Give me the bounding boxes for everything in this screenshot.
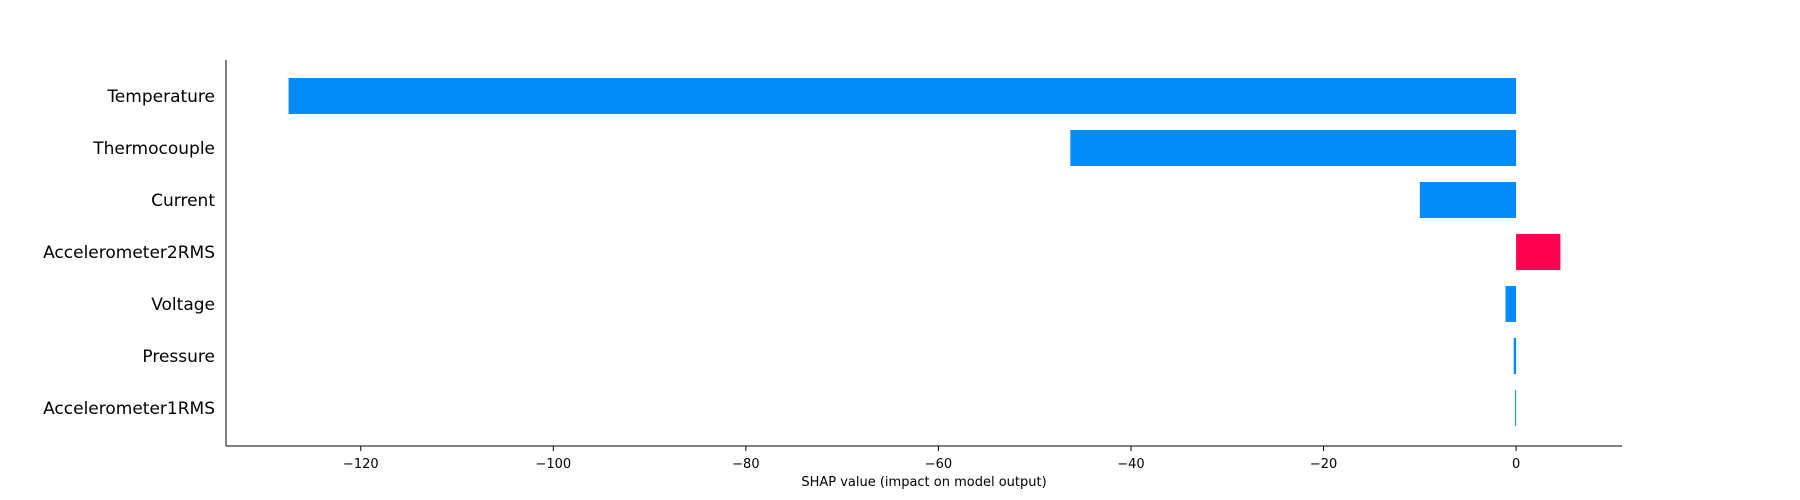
bars-group <box>288 78 1561 426</box>
x-tick-label-5: −20 <box>1310 457 1337 472</box>
x-tick-label-2: −80 <box>732 457 759 472</box>
bar-thermocouple <box>1070 130 1517 166</box>
category-label-temperature: Temperature <box>106 87 215 107</box>
category-label-accelerometer2rms: Accelerometer2RMS <box>43 243 215 263</box>
x-axis: −120 −100 −80 −60 −40 −20 0 <box>226 445 1622 472</box>
category-label-accelerometer1rms: Accelerometer1RMS <box>43 399 215 419</box>
category-labels: Temperature Thermocouple Current Accelerome… <box>43 87 215 419</box>
x-tick-label-0: −120 <box>343 457 379 472</box>
x-tick-label-6: 0 <box>1512 457 1520 472</box>
category-label-voltage: Voltage <box>151 295 215 315</box>
bar-accelerometer1rms <box>1515 390 1517 426</box>
x-tick-label-4: −40 <box>1117 457 1144 472</box>
x-tick-label-1: −100 <box>535 457 571 472</box>
bar-voltage <box>1505 286 1517 322</box>
bar-current <box>1419 182 1517 218</box>
bar-accelerometer2rms <box>1516 234 1561 270</box>
bar-pressure <box>1513 338 1517 374</box>
x-axis-title: SHAP value (impact on model output) <box>801 475 1046 490</box>
x-tick-label-3: −60 <box>925 457 952 472</box>
category-label-pressure: Pressure <box>142 347 215 367</box>
category-label-current: Current <box>151 191 215 211</box>
bar-temperature <box>288 78 1517 114</box>
category-label-thermocouple: Thermocouple <box>92 139 215 159</box>
